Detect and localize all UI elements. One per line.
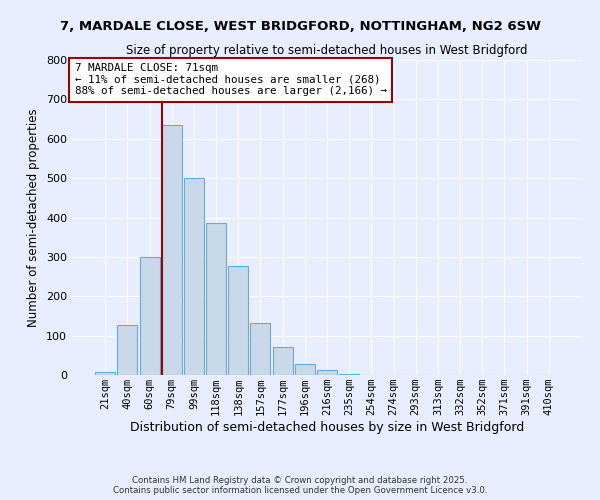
Text: 7, MARDALE CLOSE, WEST BRIDGFORD, NOTTINGHAM, NG2 6SW: 7, MARDALE CLOSE, WEST BRIDGFORD, NOTTIN… <box>59 20 541 33</box>
Bar <box>162 125 182 375</box>
Bar <box>317 370 337 375</box>
Bar <box>184 178 204 375</box>
Text: 7 MARDALE CLOSE: 71sqm
← 11% of semi-detached houses are smaller (268)
88% of se: 7 MARDALE CLOSE: 71sqm ← 11% of semi-det… <box>74 63 386 96</box>
Bar <box>295 364 315 375</box>
Y-axis label: Number of semi-detached properties: Number of semi-detached properties <box>28 108 40 327</box>
Bar <box>339 374 359 375</box>
Bar <box>140 257 160 375</box>
Text: Contains HM Land Registry data © Crown copyright and database right 2025.: Contains HM Land Registry data © Crown c… <box>132 476 468 485</box>
Bar <box>228 266 248 375</box>
Bar <box>272 348 293 375</box>
Bar <box>95 372 115 375</box>
Bar <box>118 324 137 375</box>
X-axis label: Distribution of semi-detached houses by size in West Bridgford: Distribution of semi-detached houses by … <box>130 421 524 434</box>
Title: Size of property relative to semi-detached houses in West Bridgford: Size of property relative to semi-detach… <box>126 44 528 58</box>
Text: Contains public sector information licensed under the Open Government Licence v3: Contains public sector information licen… <box>113 486 487 495</box>
Bar <box>206 224 226 375</box>
Bar <box>250 323 271 375</box>
